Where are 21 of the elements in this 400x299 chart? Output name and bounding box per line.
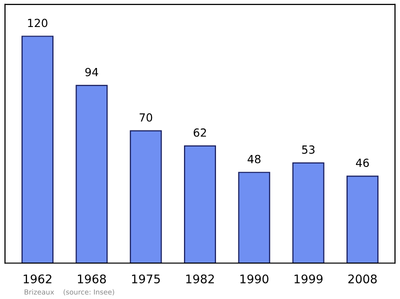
bar xyxy=(22,36,54,264)
x-tick-label: 1975 xyxy=(132,274,160,284)
x-tick-label: 1982 xyxy=(186,274,214,284)
data-label: 120 xyxy=(28,18,48,28)
x-tick-label: 2008 xyxy=(348,274,377,284)
x-tick-label: 1990 xyxy=(240,274,268,284)
bar xyxy=(130,130,162,264)
data-label: 70 xyxy=(140,113,152,122)
data-label: 62 xyxy=(194,128,206,137)
bar xyxy=(184,145,216,264)
data-label: 46 xyxy=(356,158,369,168)
x-tick-label: 1968 xyxy=(78,274,106,284)
bar xyxy=(346,176,378,264)
bar xyxy=(238,172,270,264)
data-label: 94 xyxy=(85,68,98,76)
data-label: 53 xyxy=(302,145,315,154)
bar xyxy=(76,84,108,264)
x-tick-label: 1962 xyxy=(24,274,52,284)
bar xyxy=(292,162,324,264)
x-tick-label: 1999 xyxy=(294,274,323,284)
data-label: 48 xyxy=(248,154,260,164)
